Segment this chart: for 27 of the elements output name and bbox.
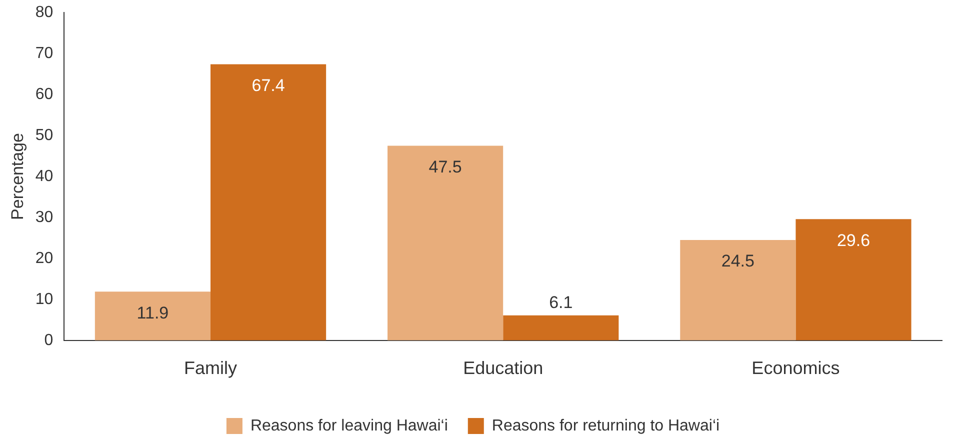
data-label: 29.6 [836,230,870,250]
x-tick-label: Family [184,358,237,378]
x-tick-label: Education [463,358,544,378]
data-label: 24.5 [721,252,754,271]
legend-label: Reasons for returning to Hawai‘i [492,417,720,434]
bar [680,240,796,340]
y-tick-label: 70 [35,44,54,62]
data-label: 47.5 [428,157,462,176]
bar [94,292,210,340]
bar [388,146,504,340]
bar [796,219,912,340]
y-axis-title: Percentage [8,133,27,220]
y-tick-label: 50 [35,126,54,144]
y-tick-label: 20 [35,250,54,267]
y-tick-label: 60 [35,86,54,103]
y-tick-label: 40 [35,168,54,185]
x-tick-label: Economics [752,358,840,378]
data-label: 67.4 [252,76,285,95]
y-tick-label: 0 [44,332,54,349]
y-tick-label: 30 [35,208,54,226]
bar [210,64,326,340]
bar [503,315,619,340]
data-label: 6.1 [549,293,573,312]
y-tick-label: 10 [35,290,54,308]
data-label: 11.9 [136,303,169,322]
y-tick-label: 80 [35,4,54,22]
legend-label: Reasons for leaving Hawai‘i [250,417,448,434]
